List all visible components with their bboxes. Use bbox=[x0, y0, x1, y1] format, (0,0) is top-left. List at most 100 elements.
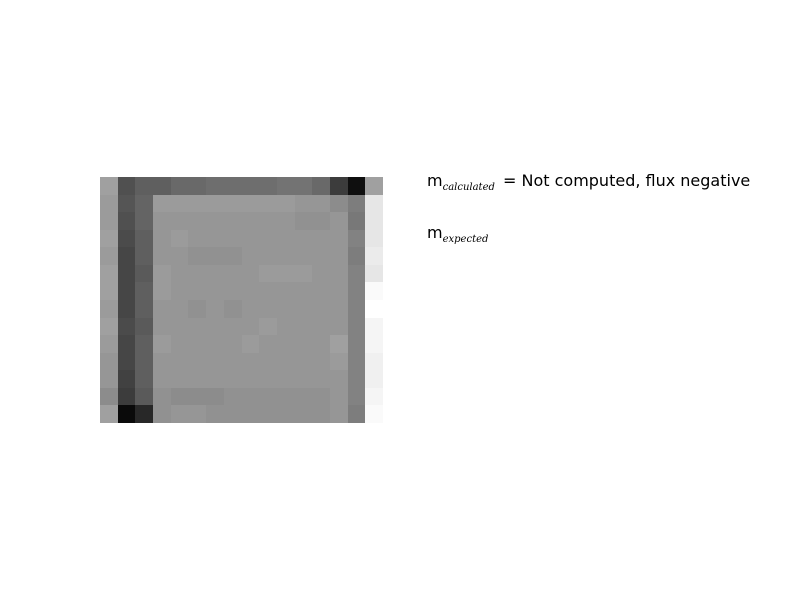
image-pixel bbox=[206, 247, 224, 265]
image-pixel bbox=[135, 370, 154, 388]
expected-magnitude-symbol: m bbox=[427, 223, 443, 242]
image-pixel bbox=[329, 299, 348, 318]
image-pixel bbox=[241, 264, 260, 283]
calculated-magnitude-value: = Not computed, flux negative bbox=[497, 171, 751, 190]
image-pixel bbox=[188, 229, 207, 248]
image-pixel bbox=[153, 299, 171, 318]
image-pixel bbox=[153, 317, 171, 336]
image-pixel bbox=[329, 194, 348, 213]
image-pixel bbox=[347, 405, 366, 423]
image-pixel bbox=[100, 370, 118, 388]
image-pixel bbox=[259, 317, 277, 336]
image-pixel bbox=[170, 177, 189, 195]
image-pixel bbox=[241, 299, 260, 318]
image-pixel bbox=[206, 177, 224, 195]
image-pixel bbox=[294, 212, 313, 230]
image-pixel bbox=[170, 247, 189, 265]
image-pixel bbox=[294, 370, 313, 388]
image-pixel bbox=[206, 335, 224, 353]
image-pixel bbox=[170, 317, 189, 336]
image-pixel bbox=[223, 229, 242, 248]
image-pixel bbox=[276, 335, 295, 353]
image-pixel bbox=[276, 212, 295, 230]
calculated-magnitude-label: mcalculated = Not computed, flux negativ… bbox=[427, 171, 750, 194]
image-pixel bbox=[329, 370, 348, 388]
calculated-magnitude-subscript: calculated bbox=[442, 182, 495, 193]
image-pixel bbox=[365, 317, 383, 336]
image-pixel bbox=[365, 229, 383, 248]
image-pixel bbox=[241, 335, 260, 353]
image-pixel bbox=[170, 229, 189, 248]
image-pixel bbox=[117, 370, 136, 388]
image-pixel bbox=[259, 194, 277, 213]
image-pixel bbox=[153, 335, 171, 353]
image-pixel bbox=[117, 282, 136, 300]
image-pixel bbox=[206, 264, 224, 283]
image-pixel bbox=[259, 299, 277, 318]
image-pixel bbox=[223, 335, 242, 353]
image-pixel bbox=[347, 229, 366, 248]
image-pixel bbox=[170, 264, 189, 283]
image-pixel bbox=[135, 405, 154, 423]
image-pixel bbox=[241, 370, 260, 388]
image-pixel bbox=[100, 405, 118, 423]
image-pixel bbox=[294, 317, 313, 336]
image-pixel bbox=[241, 317, 260, 336]
image-pixel bbox=[117, 352, 136, 371]
image-pixel bbox=[347, 299, 366, 318]
image-pixel bbox=[188, 299, 207, 318]
image-pixel bbox=[365, 282, 383, 300]
image-pixel bbox=[329, 247, 348, 265]
image-pixel bbox=[100, 352, 118, 371]
image-pixel bbox=[170, 282, 189, 300]
image-pixel bbox=[223, 194, 242, 213]
image-pixel bbox=[206, 317, 224, 336]
image-pixel bbox=[347, 352, 366, 371]
image-pixel bbox=[188, 194, 207, 213]
image-pixel bbox=[135, 352, 154, 371]
image-pixel bbox=[117, 264, 136, 283]
image-pixel bbox=[329, 352, 348, 371]
image-pixel bbox=[312, 282, 330, 300]
image-pixel bbox=[294, 405, 313, 423]
image-pixel bbox=[188, 247, 207, 265]
image-pixel bbox=[188, 352, 207, 371]
image-pixel bbox=[312, 247, 330, 265]
image-pixel bbox=[347, 370, 366, 388]
image-pixel bbox=[312, 194, 330, 213]
image-pixel bbox=[100, 335, 118, 353]
image-pixel bbox=[117, 317, 136, 336]
image-pixel bbox=[259, 229, 277, 248]
image-pixel bbox=[347, 212, 366, 230]
image-pixel bbox=[153, 194, 171, 213]
image-pixel bbox=[294, 194, 313, 213]
image-pixel bbox=[259, 212, 277, 230]
image-pixel bbox=[276, 177, 295, 195]
image-pixel bbox=[206, 299, 224, 318]
image-pixel bbox=[188, 177, 207, 195]
image-pixel bbox=[170, 370, 189, 388]
image-pixel bbox=[206, 229, 224, 248]
image-pixel bbox=[365, 247, 383, 265]
image-pixel bbox=[347, 317, 366, 336]
image-pixel bbox=[153, 177, 171, 195]
image-pixel bbox=[365, 194, 383, 213]
image-pixel bbox=[170, 405, 189, 423]
image-pixel bbox=[347, 335, 366, 353]
image-pixel bbox=[170, 387, 189, 406]
image-pixel bbox=[276, 282, 295, 300]
image-pixel bbox=[259, 370, 277, 388]
image-pixel bbox=[276, 370, 295, 388]
image-pixel bbox=[276, 247, 295, 265]
image-pixel bbox=[135, 177, 154, 195]
image-pixel bbox=[100, 282, 118, 300]
image-pixel bbox=[347, 282, 366, 300]
image-pixel bbox=[188, 387, 207, 406]
image-pixel bbox=[294, 299, 313, 318]
image-pixel bbox=[329, 317, 348, 336]
image-pixel bbox=[223, 177, 242, 195]
image-pixel bbox=[329, 212, 348, 230]
image-pixel bbox=[241, 405, 260, 423]
image-pixel bbox=[294, 387, 313, 406]
image-pixel bbox=[347, 177, 366, 195]
